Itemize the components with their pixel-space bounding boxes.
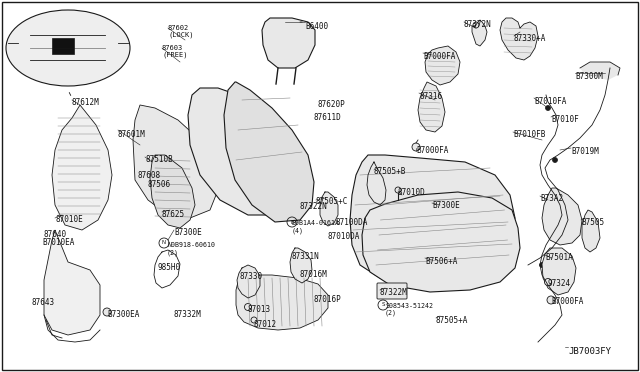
Text: B7000FA: B7000FA (423, 52, 456, 61)
Text: B73A2: B73A2 (540, 194, 563, 203)
Text: 87331N: 87331N (291, 252, 319, 261)
Text: 87506: 87506 (148, 180, 171, 189)
FancyBboxPatch shape (377, 283, 407, 299)
Text: 87505+B: 87505+B (374, 167, 406, 176)
Text: B7300M: B7300M (575, 72, 603, 81)
Text: 87625: 87625 (162, 210, 185, 219)
Polygon shape (500, 18, 538, 60)
Circle shape (547, 296, 555, 304)
Text: 87603
(FREE): 87603 (FREE) (162, 45, 188, 58)
Circle shape (552, 157, 557, 163)
Polygon shape (362, 192, 520, 292)
Polygon shape (472, 20, 487, 46)
Text: JB7003FY: JB7003FY (568, 347, 611, 356)
Text: N0B918-60610
(2): N0B918-60610 (2) (167, 242, 215, 256)
Text: B7300EA: B7300EA (107, 310, 140, 319)
Text: 87322M: 87322M (380, 288, 408, 297)
Text: 87332M: 87332M (173, 310, 201, 319)
Polygon shape (52, 105, 112, 230)
Text: 87510B: 87510B (145, 155, 173, 164)
Text: B7000FA: B7000FA (551, 297, 584, 306)
Polygon shape (580, 62, 620, 80)
Text: 87601M: 87601M (118, 130, 146, 139)
Polygon shape (188, 88, 285, 215)
Text: B0B1A4-0161A
(4): B0B1A4-0161A (4) (292, 220, 340, 234)
Polygon shape (290, 248, 312, 283)
Text: 87608: 87608 (138, 171, 161, 180)
Circle shape (251, 317, 257, 323)
Text: 87012: 87012 (254, 320, 277, 329)
Text: 87322N: 87322N (300, 202, 328, 211)
Text: N: N (162, 241, 166, 246)
Text: B7501A: B7501A (545, 253, 573, 262)
Text: B7010FA: B7010FA (534, 97, 566, 106)
Text: 97324: 97324 (548, 279, 571, 288)
Text: B7019M: B7019M (571, 147, 599, 156)
Text: 87620P: 87620P (318, 100, 346, 109)
Text: 87505+A: 87505+A (436, 316, 468, 325)
Polygon shape (237, 265, 260, 298)
Text: B7000FA: B7000FA (416, 146, 449, 155)
Circle shape (103, 308, 111, 316)
Circle shape (540, 263, 545, 267)
Text: 87013: 87013 (248, 305, 271, 314)
Polygon shape (44, 230, 100, 335)
Bar (52, 38, 74, 54)
Polygon shape (425, 46, 460, 85)
Text: 87016P: 87016P (313, 295, 340, 304)
Text: S08543-51242
(2): S08543-51242 (2) (385, 303, 433, 317)
Text: 87643: 87643 (32, 298, 55, 307)
Polygon shape (367, 162, 386, 205)
Circle shape (244, 304, 252, 311)
Text: 87330: 87330 (240, 272, 263, 281)
Polygon shape (262, 18, 315, 68)
Text: 87100DA: 87100DA (335, 218, 367, 227)
Polygon shape (236, 275, 328, 330)
Circle shape (545, 279, 552, 285)
Text: B: B (290, 219, 294, 224)
Text: B7300E: B7300E (432, 201, 460, 210)
Text: B7506+A: B7506+A (425, 257, 458, 266)
Polygon shape (320, 192, 338, 226)
Text: 87602
(LOCK): 87602 (LOCK) (168, 25, 193, 38)
Text: 87640: 87640 (44, 230, 67, 239)
Circle shape (412, 143, 420, 151)
Text: B7010FB: B7010FB (513, 130, 545, 139)
Polygon shape (350, 155, 515, 285)
Text: B7010F: B7010F (551, 115, 579, 124)
Text: 87372N: 87372N (464, 20, 492, 29)
Text: 87010DA: 87010DA (328, 232, 360, 241)
Text: B6400: B6400 (305, 22, 328, 31)
Text: 87611D: 87611D (314, 113, 342, 122)
Circle shape (473, 22, 479, 28)
Polygon shape (542, 188, 582, 245)
Text: S: S (381, 302, 385, 308)
Text: B7010EA: B7010EA (42, 238, 74, 247)
Circle shape (545, 106, 550, 110)
Text: B7505: B7505 (581, 218, 604, 227)
Polygon shape (418, 82, 445, 132)
Polygon shape (582, 210, 600, 252)
Text: B7300E: B7300E (174, 228, 202, 237)
Text: 87505+C: 87505+C (316, 197, 348, 206)
Circle shape (395, 187, 401, 193)
Circle shape (545, 212, 550, 218)
Polygon shape (224, 82, 314, 222)
Text: 87010D: 87010D (398, 188, 426, 197)
Text: 87016M: 87016M (300, 270, 328, 279)
Polygon shape (150, 155, 195, 228)
Text: 87316: 87316 (419, 92, 442, 101)
Polygon shape (542, 248, 576, 295)
Text: 87330+A: 87330+A (514, 34, 547, 43)
Text: 87612M: 87612M (72, 98, 100, 107)
Ellipse shape (6, 10, 130, 86)
Polygon shape (133, 105, 218, 218)
Text: 985H0: 985H0 (158, 263, 181, 272)
Text: 87010E: 87010E (55, 215, 83, 224)
